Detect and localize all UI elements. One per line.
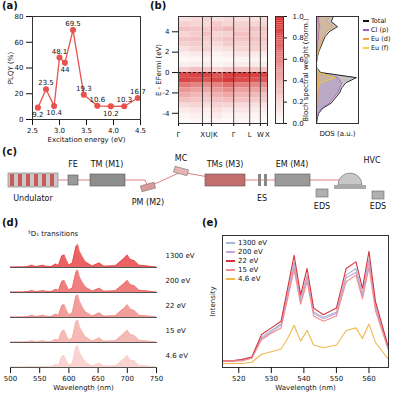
svg-text:(c): (c) [2,146,17,157]
svg-text:60: 60 [15,38,24,46]
svg-text:Wavelength (nm): Wavelength (nm) [53,384,114,392]
svg-text:L: L [248,131,252,139]
svg-text:0: 0 [165,69,169,77]
html-text:(b): (b) [150,0,167,11]
svg-text:E - EFermi (eV): E - EFermi (eV) [155,44,163,96]
svg-text:EDS: EDS [314,202,330,211]
svg-text:PM (M2): PM (M2) [132,198,165,207]
html-text:⁵D₁ transitions: ⁵D₁ transitions [28,230,79,238]
svg-text:10.6: 10.6 [90,96,106,104]
svg-text:200 eV: 200 eV [166,277,191,285]
svg-text:650: 650 [91,375,104,383]
svg-text:2: 2 [165,48,169,56]
svg-text:PLQY (%): PLQY (%) [7,52,15,85]
svg-text:0.0: 0.0 [292,119,304,128]
svg-text:TMs (M3): TMs (M3) [206,160,244,169]
svg-text:750: 750 [150,375,163,383]
svg-text:560: 560 [362,375,375,383]
svg-text:DOS (a.u.): DOS (a.u.) [319,130,355,138]
svg-text:23.5: 23.5 [38,79,54,87]
svg-text:Γ: Γ [232,131,236,139]
svg-text:X: X [200,131,205,139]
svg-text:15 eV: 15 eV [166,327,186,335]
svg-text:Undulator: Undulator [13,194,53,203]
html-text:Eu (f): Eu (f) [371,43,389,52]
html-text:Cl (p): Cl (p) [371,25,389,34]
svg-text:10.3: 10.3 [117,96,133,104]
svg-text:19.3: 19.3 [76,85,92,93]
html-text:200 eV: 200 eV [238,247,263,256]
svg-text:Bloch spectral weight (norm.): Bloch spectral weight (norm.) [302,18,310,122]
html-text:Eu (d): Eu (d) [371,34,391,43]
svg-text:10.4: 10.4 [46,109,62,117]
svg-text:0.8: 0.8 [292,34,304,43]
svg-text:700: 700 [121,375,134,383]
svg-text:3.0: 3.0 [54,127,65,135]
svg-text:550: 550 [33,375,46,383]
svg-text:-2: -2 [163,89,170,97]
svg-text:0: 0 [19,116,23,124]
svg-text:4.0: 4.0 [108,127,119,135]
svg-text:69.5: 69.5 [65,20,81,28]
svg-text:9.2: 9.2 [32,111,43,119]
svg-text:80: 80 [15,13,24,21]
html-text:(a): (a) [2,0,18,11]
svg-text:FE: FE [68,160,78,169]
svg-text:48.1: 48.1 [52,48,68,56]
svg-text:0.2: 0.2 [292,98,304,107]
svg-text:1.0: 1.0 [292,12,304,21]
svg-text:4: 4 [165,28,170,36]
svg-text:Excitation energy (eV): Excitation energy (eV) [47,136,125,144]
svg-text:ES: ES [257,194,267,203]
svg-text:16.7: 16.7 [130,88,146,96]
html-text:Total: Total [371,16,387,25]
svg-text:Γ: Γ [177,131,181,139]
svg-text:500: 500 [4,375,17,383]
html-text:15 eV: 15 eV [238,265,259,274]
svg-text:HVC: HVC [363,156,380,165]
svg-text:W: W [257,131,264,139]
svg-text:1300 eV: 1300 eV [166,252,195,260]
svg-text:U|K: U|K [205,131,217,139]
svg-text:520: 520 [232,375,245,383]
html-text:(d): (d) [2,217,19,228]
svg-text:EM (M4): EM (M4) [276,160,309,169]
svg-text:Intensity: Intensity [209,286,217,316]
svg-text:40: 40 [15,64,24,72]
svg-text:22 eV: 22 eV [166,302,186,310]
html-text:22 eV: 22 eV [238,256,259,265]
svg-text:X: X [265,131,270,139]
svg-text:600: 600 [62,375,75,383]
svg-text:4.6 eV: 4.6 eV [166,352,189,360]
svg-text:TM (M1): TM (M1) [90,160,124,169]
svg-text:540: 540 [297,375,310,383]
svg-text:-4: -4 [163,110,171,118]
svg-text:3.5: 3.5 [81,127,92,135]
html-text:1300 eV: 1300 eV [238,238,268,247]
svg-text:0.6: 0.6 [292,55,304,64]
svg-text:530: 530 [265,375,278,383]
svg-text:MC: MC [175,154,188,163]
svg-text:4.5: 4.5 [135,127,146,135]
svg-text:10.2: 10.2 [103,110,119,118]
svg-text:2.5: 2.5 [27,127,38,135]
svg-text:44: 44 [60,66,69,74]
svg-text:20: 20 [15,90,24,98]
html-text:4.6 eV: 4.6 eV [238,274,261,283]
svg-text:550: 550 [330,375,343,383]
html-text:(e): (e) [202,217,218,228]
svg-text:0.4: 0.4 [292,76,304,85]
svg-text:Wavelength (nm): Wavelength (nm) [275,384,336,392]
svg-text:EDS: EDS [370,202,386,211]
